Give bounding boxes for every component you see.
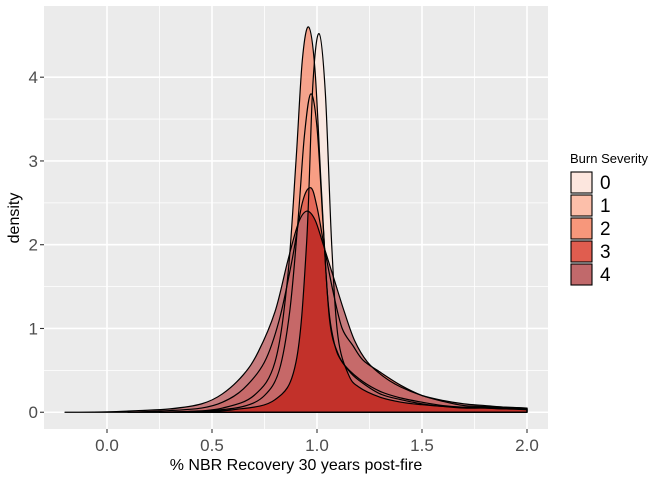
- x-tick-label: 0.0: [95, 436, 119, 455]
- legend-key-2: [570, 217, 593, 240]
- legend-key-4: [570, 263, 593, 286]
- x-axis-title: % NBR Recovery 30 years post-fire: [170, 457, 423, 474]
- x-tick-label: 2.0: [515, 436, 539, 455]
- legend-key-3: [570, 240, 593, 263]
- density-area-4: [65, 211, 527, 413]
- legend-label-4: 4: [600, 265, 611, 286]
- y-axis: 0 1 2 3 4: [29, 68, 44, 422]
- legend-key-1: [570, 194, 593, 217]
- y-tick-label: 3: [29, 152, 38, 171]
- legend-label-1: 1: [600, 196, 611, 217]
- density-outline-3: [127, 187, 528, 413]
- x-tick-label: 0.5: [200, 436, 224, 455]
- legend-key-0: [570, 171, 593, 194]
- y-tick-label: 0: [29, 403, 38, 422]
- legend-label-0: 0: [600, 173, 611, 194]
- x-tick-label: 1.0: [305, 436, 329, 455]
- y-tick-label: 1: [29, 319, 38, 338]
- y-axis-title: density: [6, 193, 23, 244]
- legend-label-2: 2: [600, 219, 611, 240]
- legend-title: Burn Severity: [570, 151, 649, 166]
- x-tick-label: 1.5: [410, 436, 434, 455]
- y-tick-label: 4: [29, 68, 38, 87]
- density-outline-4: [64, 210, 528, 413]
- x-axis: 0.0 0.5 1.0 1.5 2.0: [95, 429, 539, 455]
- legend-label-3: 3: [600, 242, 611, 263]
- y-tick-label: 2: [29, 236, 38, 255]
